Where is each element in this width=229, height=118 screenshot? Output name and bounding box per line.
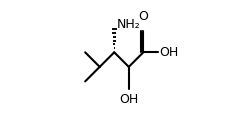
Text: OH: OH [158,46,178,59]
Text: O: O [138,10,148,23]
Text: OH: OH [119,93,138,106]
Text: NH₂: NH₂ [117,18,140,31]
